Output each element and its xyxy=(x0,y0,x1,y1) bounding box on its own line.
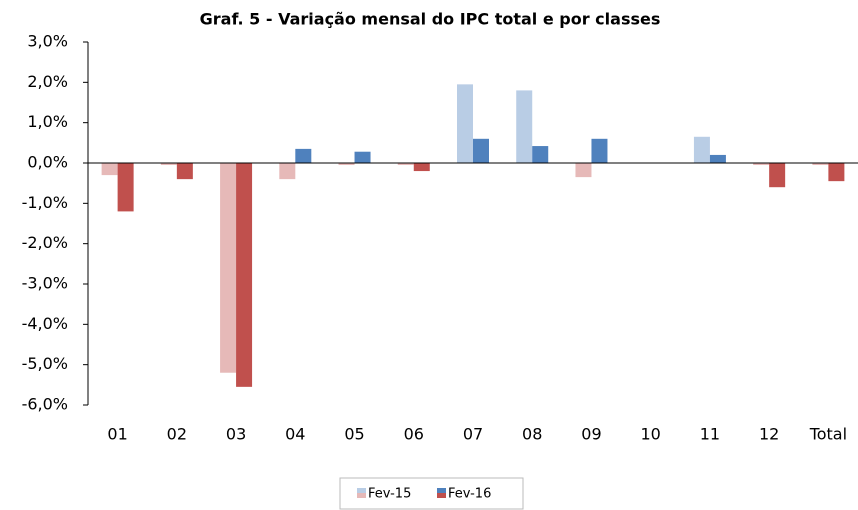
bar xyxy=(160,163,177,166)
y-tick-label: 1,0% xyxy=(27,112,68,131)
bar xyxy=(709,154,726,163)
bar xyxy=(279,163,296,180)
bar xyxy=(295,148,312,163)
legend-swatch xyxy=(357,488,366,493)
bar xyxy=(532,146,549,163)
y-tick-label: -5,0% xyxy=(22,354,68,373)
bar xyxy=(338,163,355,166)
bar xyxy=(812,163,829,166)
bar xyxy=(473,138,489,163)
x-tick-label: 01 xyxy=(107,425,127,444)
bar xyxy=(575,163,592,178)
y-tick-label: -6,0% xyxy=(22,395,68,414)
bar xyxy=(220,163,237,373)
y-tick-label: 3,0% xyxy=(27,32,68,51)
legend-swatch xyxy=(437,488,446,493)
x-tick-label: 05 xyxy=(344,425,364,444)
bar xyxy=(516,90,533,163)
legend-swatch xyxy=(437,493,446,498)
y-tick-label: -4,0% xyxy=(22,314,68,333)
legend-box xyxy=(339,477,524,510)
chart-title: Graf. 5 - Variação mensal do IPC total e… xyxy=(200,10,661,29)
bar xyxy=(413,163,430,172)
bar xyxy=(176,163,193,180)
x-tick-label: 12 xyxy=(759,425,779,444)
x-tick-label: 06 xyxy=(404,425,424,444)
y-tick-label: -3,0% xyxy=(22,274,68,293)
x-tick-label: 07 xyxy=(463,425,483,444)
x-tick-label: 10 xyxy=(641,425,661,444)
bar xyxy=(693,136,710,163)
legend-label: Fev-15 xyxy=(368,487,411,502)
bar xyxy=(769,163,786,188)
bar xyxy=(236,163,253,387)
bar xyxy=(457,84,473,163)
bar xyxy=(101,163,118,176)
y-tick-label: 2,0% xyxy=(27,72,68,91)
x-tick-label: Total xyxy=(809,425,847,444)
legend-label: Fev-16 xyxy=(448,487,491,502)
legend-swatch xyxy=(357,493,366,498)
y-tick-label: -2,0% xyxy=(22,233,68,252)
bar xyxy=(753,163,770,166)
bar xyxy=(117,163,134,212)
x-tick-label: 11 xyxy=(700,425,720,444)
x-tick-label: 03 xyxy=(226,425,246,444)
y-tick-label: -1,0% xyxy=(22,193,68,212)
x-tick-label: 04 xyxy=(285,425,305,444)
legend: Fev-15 Fev-16 xyxy=(339,477,524,510)
x-tick-label: 09 xyxy=(581,425,601,444)
x-tick-label: 02 xyxy=(167,425,187,444)
y-tick-label: 0,0% xyxy=(27,153,68,172)
bar xyxy=(397,163,414,166)
bar xyxy=(828,163,845,182)
bar xyxy=(354,151,371,163)
bar xyxy=(591,138,608,163)
x-tick-label: 08 xyxy=(522,425,542,444)
